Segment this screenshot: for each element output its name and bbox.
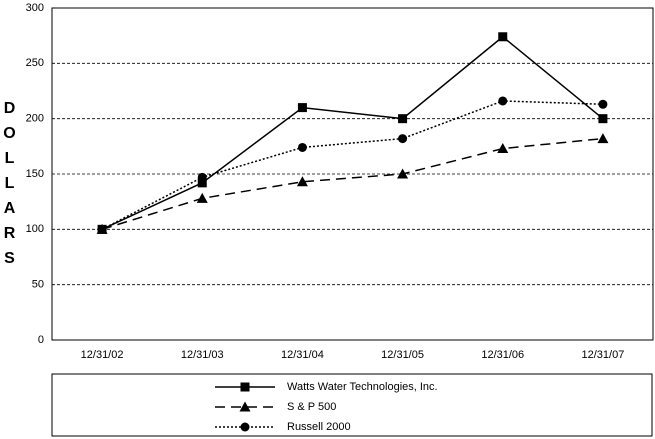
marker bbox=[97, 224, 107, 234]
marker bbox=[296, 176, 308, 187]
legend-label: S & P 500 bbox=[287, 401, 336, 413]
legend-marker bbox=[239, 401, 251, 412]
x-tick-label: 12/31/07 bbox=[582, 349, 625, 361]
legend-label: Watts Water Technologies, Inc. bbox=[287, 381, 438, 393]
x-tick-label: 12/31/06 bbox=[481, 349, 524, 361]
y-tick-label: 300 bbox=[26, 2, 44, 14]
y-axis-label: DOLLARS bbox=[1, 100, 18, 275]
marker bbox=[398, 114, 408, 124]
marker bbox=[598, 114, 608, 124]
y-tick-label: 150 bbox=[26, 168, 44, 180]
series-line bbox=[101, 35, 604, 231]
marker bbox=[597, 133, 609, 144]
x-tick-label: 12/31/05 bbox=[381, 349, 424, 361]
y-tick-label: 50 bbox=[32, 279, 44, 291]
x-tick-label: 12/31/02 bbox=[81, 349, 124, 361]
marker bbox=[297, 142, 307, 152]
marker bbox=[297, 103, 307, 113]
y-tick-label: 0 bbox=[38, 334, 44, 346]
legend-marker bbox=[240, 382, 250, 392]
marker bbox=[197, 178, 207, 188]
legend-box bbox=[51, 373, 653, 437]
marker bbox=[397, 168, 409, 179]
legend-marker bbox=[240, 422, 250, 432]
legend-label: Russell 2000 bbox=[287, 421, 351, 433]
y-tick-label: 200 bbox=[26, 113, 44, 125]
series-line bbox=[101, 100, 603, 230]
y-tick-label: 100 bbox=[26, 223, 44, 235]
marker bbox=[497, 143, 509, 154]
x-tick-label: 12/31/04 bbox=[281, 349, 324, 361]
marker bbox=[498, 96, 508, 106]
marker bbox=[196, 192, 208, 203]
series-line bbox=[101, 137, 603, 231]
marker bbox=[498, 32, 508, 42]
y-tick-label: 250 bbox=[26, 57, 44, 69]
marker bbox=[197, 172, 207, 182]
marker bbox=[398, 134, 408, 144]
x-tick-label: 12/31/03 bbox=[181, 349, 224, 361]
marker bbox=[598, 99, 608, 109]
